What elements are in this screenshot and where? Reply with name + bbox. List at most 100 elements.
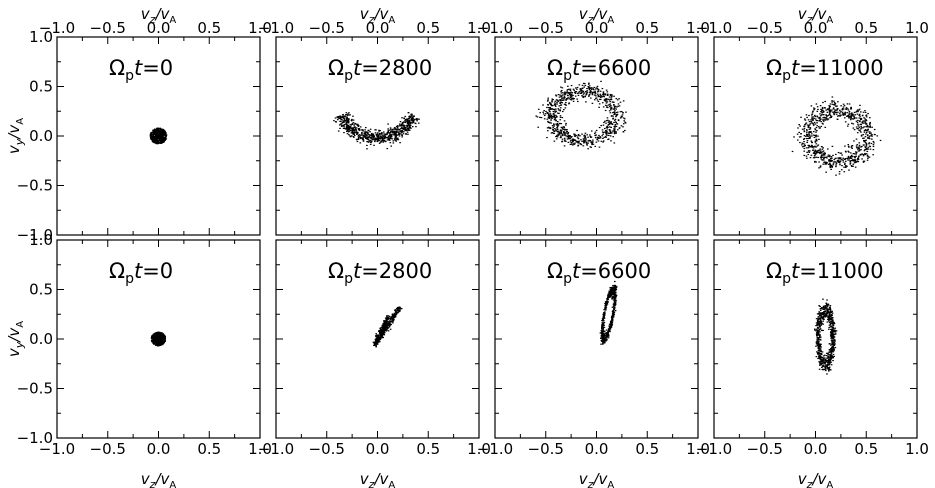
scatter-point	[557, 131, 559, 133]
scatter-point	[568, 88, 570, 90]
scatter-point	[604, 309, 607, 311]
scatter-point	[822, 101, 824, 104]
scatter-point	[811, 117, 813, 120]
scatter-point	[867, 148, 869, 150]
scatter-point	[818, 138, 820, 140]
scatter-point	[858, 108, 861, 110]
scatter-point	[162, 342, 165, 344]
scatter-point	[860, 127, 863, 129]
scatter-point	[346, 118, 348, 120]
scatter-point	[363, 131, 366, 133]
scatter-point	[563, 134, 566, 136]
scatter-point	[160, 336, 162, 338]
scatter-point	[865, 153, 868, 155]
scatter-point	[843, 113, 846, 115]
scatter-point	[563, 132, 566, 134]
scatter-point	[603, 309, 605, 311]
scatter-point	[613, 307, 615, 309]
scatter-point	[796, 139, 799, 141]
scatter-point	[409, 116, 411, 119]
scatter-point	[858, 155, 860, 157]
scatter-point	[393, 128, 396, 130]
scatter-point	[609, 296, 611, 298]
scatter-point	[570, 84, 573, 87]
scatter-point	[392, 317, 394, 319]
scatter-point	[624, 122, 627, 124]
scatter-point	[563, 96, 566, 98]
scatter-point	[362, 137, 364, 139]
scatter-point	[551, 108, 553, 110]
scatter-point	[864, 120, 866, 122]
scatter-point	[564, 93, 567, 95]
scatter-point	[558, 133, 561, 135]
scatter-point	[577, 138, 580, 140]
scatter-point	[161, 137, 164, 140]
time-annotation: Ωpt=0	[109, 56, 173, 84]
scatter-point	[603, 136, 606, 138]
scatter-point	[843, 105, 846, 107]
scatter-point	[360, 129, 363, 131]
scatter-point	[340, 119, 343, 121]
scatter-point	[602, 342, 604, 344]
scatter-point	[394, 137, 397, 139]
scatter-point	[401, 134, 403, 137]
scatter-point	[572, 88, 575, 90]
scatter-point	[563, 126, 566, 129]
scatter-point	[559, 137, 562, 139]
scatter-point	[411, 113, 413, 115]
scatter-point	[385, 329, 388, 331]
scatter-point	[560, 86, 562, 88]
scatter-point	[343, 124, 346, 126]
scatter-point	[396, 125, 399, 127]
scatter-point	[585, 142, 587, 144]
scatter-point	[865, 147, 867, 149]
scatter-point	[374, 338, 377, 341]
scatter-point	[610, 316, 613, 318]
scatter-point	[827, 310, 830, 312]
scatter-point	[575, 134, 577, 137]
scatter-point	[154, 341, 156, 343]
scatter-point	[868, 138, 871, 140]
scatter-point	[558, 96, 561, 98]
scatter-point	[613, 142, 616, 144]
scatter-point	[602, 324, 605, 326]
scatter-point	[608, 129, 611, 131]
x-tick-label-top: −1.0	[696, 19, 732, 37]
scatter-point	[381, 136, 384, 138]
scatter-point	[825, 109, 827, 111]
scatter-point	[612, 108, 614, 110]
scatter-point	[860, 135, 863, 137]
scatter-point	[542, 113, 545, 115]
scatter-point	[551, 125, 554, 127]
scatter-point	[542, 104, 544, 106]
scatter-point	[568, 138, 570, 140]
scatter-point	[366, 141, 368, 143]
scatter-point	[820, 125, 823, 128]
scatter-point	[613, 121, 615, 124]
scatter-point	[155, 343, 157, 345]
scatter-point	[604, 93, 607, 95]
scatter-point	[607, 134, 610, 137]
scatter-point	[389, 320, 391, 322]
x-tick-label-top: 1.0	[467, 19, 491, 37]
scatter-point	[560, 123, 563, 125]
scatter-point	[356, 124, 359, 126]
scatter-point	[864, 141, 867, 143]
scatter-point	[818, 338, 820, 340]
scatter-point	[588, 95, 590, 97]
scatter-point	[554, 116, 557, 119]
scatter-point	[392, 140, 395, 142]
scatter-point	[369, 143, 372, 146]
scatter-point	[613, 119, 616, 121]
scatter-point	[610, 140, 612, 142]
scatter-point	[804, 119, 807, 121]
scatter-point	[600, 343, 602, 345]
scatter-point	[848, 103, 851, 105]
scatter-point	[349, 130, 352, 132]
scatter-point	[154, 138, 157, 140]
scatter-point	[379, 330, 381, 332]
scatter-point	[817, 348, 820, 350]
scatter-point	[815, 140, 818, 142]
scatter-point	[346, 125, 348, 127]
scatter-point	[819, 336, 822, 338]
